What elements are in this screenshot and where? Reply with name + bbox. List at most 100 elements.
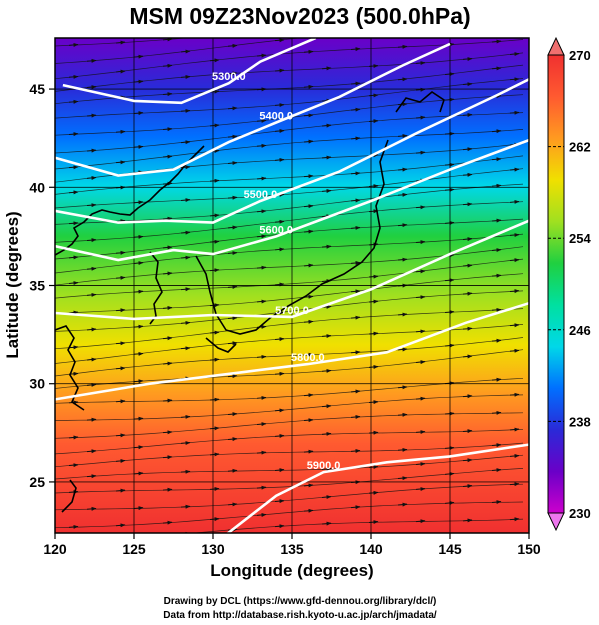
wind-arrow	[462, 429, 473, 434]
wind-arrow	[162, 336, 173, 341]
wind-arrow	[415, 205, 426, 210]
wind-arrow	[303, 508, 314, 513]
wind-arrow	[491, 129, 502, 134]
coastline-outline	[55, 91, 445, 513]
wind-arrow	[68, 463, 79, 468]
wind-arrow	[321, 334, 332, 339]
wind-arrow	[209, 517, 220, 522]
wind-arrow	[86, 58, 97, 63]
streamline	[55, 483, 524, 511]
streamline	[55, 258, 524, 299]
wind-arrow	[321, 521, 332, 526]
wind-arrow	[368, 331, 379, 336]
wind-arrow	[415, 269, 426, 274]
wind-arrow	[68, 310, 79, 315]
wind-arrow	[350, 289, 361, 294]
wind-arrow	[256, 209, 267, 214]
wind-arrow	[256, 450, 267, 455]
colorbar-tick-label: 238	[569, 414, 591, 429]
wind-arrow	[180, 320, 191, 325]
wind-arrow	[274, 219, 285, 224]
wind-arrow	[397, 223, 408, 228]
streamline	[55, 64, 524, 105]
wind-arrow	[86, 266, 97, 271]
wind-arrow	[68, 165, 79, 170]
wind-arrow	[227, 374, 238, 379]
wind-arrow	[209, 89, 220, 94]
wind-arrow	[415, 150, 426, 155]
wind-arrow	[350, 415, 361, 419]
streamline	[55, 349, 524, 389]
y-tick-label: 35	[29, 278, 45, 294]
x-axis-ticks: 120 125 130 135 140 145 150	[43, 533, 541, 557]
wind-arrow	[321, 466, 332, 471]
colorbar-tick-label: 254	[569, 231, 591, 246]
wind-arrow	[256, 512, 267, 517]
streamline	[55, 201, 524, 243]
colorbar-top-extension	[547, 36, 565, 56]
wind-arrow	[462, 354, 473, 359]
y-tick-label: 45	[29, 81, 45, 97]
wind-arrow	[350, 260, 361, 265]
wind-arrow	[509, 167, 520, 172]
streamline	[55, 394, 524, 421]
wind-arrow	[510, 23, 519, 24]
wind-arrow	[303, 483, 314, 488]
colorbar-gradient	[547, 54, 565, 514]
wind-arrow	[256, 265, 267, 270]
wind-arrow	[274, 337, 285, 342]
wind-arrow	[133, 379, 144, 384]
wind-arrow	[397, 312, 408, 317]
wind-arrow	[162, 92, 173, 97]
wind-arrow	[133, 506, 144, 511]
wind-arrow	[86, 506, 97, 511]
wind-arrow	[115, 399, 126, 404]
wind-arrow	[134, 538, 143, 539]
wind-arrow	[115, 275, 126, 280]
wind-arrow	[491, 218, 502, 223]
contour-line	[55, 42, 451, 177]
wind-arrow	[491, 410, 502, 415]
colorbar-ticks: 230 238 246 254 262 270	[548, 48, 591, 521]
wind-arrow	[509, 323, 520, 328]
wind-arrow	[209, 426, 220, 431]
wind-arrow	[397, 385, 408, 390]
wind-arrow	[227, 468, 238, 473]
wind-arrow	[227, 412, 238, 417]
wind-arrow	[133, 234, 144, 239]
wind-arrow	[350, 389, 361, 394]
wind-arrow	[133, 261, 144, 266]
wind-arrow	[491, 443, 502, 448]
wind-arrow	[350, 171, 361, 176]
wind-arrow	[180, 74, 191, 79]
wind-arrow	[509, 454, 520, 458]
wind-arrow	[274, 524, 285, 529]
streamline	[55, 52, 524, 92]
wind-arrow	[256, 422, 267, 427]
wind-arrow	[397, 412, 408, 417]
wind-arrow	[415, 240, 426, 245]
wind-arrow	[492, 6, 501, 7]
wind-arrow	[509, 482, 520, 487]
wind-arrow	[115, 488, 126, 493]
wind-arrow	[274, 408, 285, 413]
streamline	[55, 428, 524, 455]
wind-arrow	[209, 123, 220, 128]
wind-arrow	[162, 487, 173, 492]
grid-lines	[55, 38, 529, 533]
contour-label: 5700.0	[275, 305, 309, 317]
wind-arrow	[509, 427, 520, 432]
wind-arrow	[462, 458, 473, 463]
wind-arrow	[162, 216, 173, 221]
wind-arrow	[209, 178, 220, 183]
wind-arrow	[321, 431, 332, 436]
wind-arrow	[368, 490, 379, 495]
wind-arrow	[368, 430, 379, 435]
wind-arrow	[397, 133, 408, 138]
wind-arrow	[303, 139, 314, 144]
streamline	[55, 233, 524, 274]
wind-arrow	[68, 255, 79, 260]
wind-arrow	[68, 345, 79, 350]
wind-arrow	[462, 394, 473, 399]
wind-arrow	[462, 326, 473, 331]
